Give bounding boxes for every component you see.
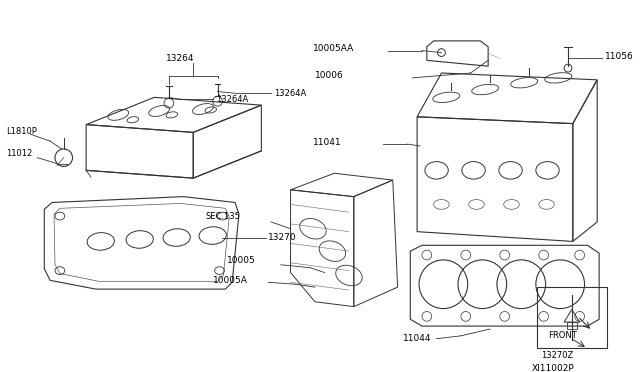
Bar [567,322,577,329]
Text: L1810P: L1810P [6,127,37,136]
Text: 13270: 13270 [268,233,297,242]
Text: SEC.135: SEC.135 [206,212,241,221]
Text: 13270Z: 13270Z [541,351,573,360]
Text: 10006: 10006 [315,71,344,80]
Text: 11012: 11012 [6,149,33,158]
Bar [537,287,607,347]
Text: 10005AA: 10005AA [313,44,354,53]
Text: 10005: 10005 [227,256,256,265]
Text: 13264A: 13264A [274,89,307,98]
Text: 13264: 13264 [166,54,195,63]
Text: XI11002P: XI11002P [532,365,575,372]
Text: FRONT: FRONT [548,331,577,340]
Text: 13264A: 13264A [216,95,248,104]
Text: 11041: 11041 [313,138,342,147]
Text: 11044: 11044 [403,334,431,343]
Text: 10005A: 10005A [212,276,248,285]
Text: 11056: 11056 [605,52,634,61]
